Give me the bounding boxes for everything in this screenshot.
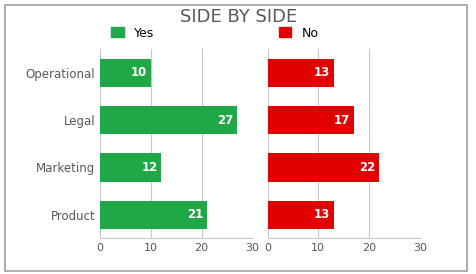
Text: 10: 10 <box>131 67 147 79</box>
Bar <box>267 153 378 182</box>
Text: 12: 12 <box>141 161 157 174</box>
Bar <box>100 201 206 229</box>
Bar <box>100 153 161 182</box>
Bar <box>100 59 150 87</box>
Bar <box>267 201 333 229</box>
Legend: Yes: Yes <box>106 22 159 45</box>
Bar <box>267 106 353 134</box>
Text: 17: 17 <box>333 114 349 127</box>
Bar <box>100 106 237 134</box>
Bar <box>267 59 333 87</box>
Text: 21: 21 <box>187 208 203 221</box>
Text: 27: 27 <box>217 114 233 127</box>
Text: 13: 13 <box>313 208 329 221</box>
Legend: No: No <box>273 22 323 45</box>
Text: 13: 13 <box>313 67 329 79</box>
Text: 22: 22 <box>358 161 375 174</box>
Text: SIDE BY SIDE: SIDE BY SIDE <box>179 8 297 26</box>
